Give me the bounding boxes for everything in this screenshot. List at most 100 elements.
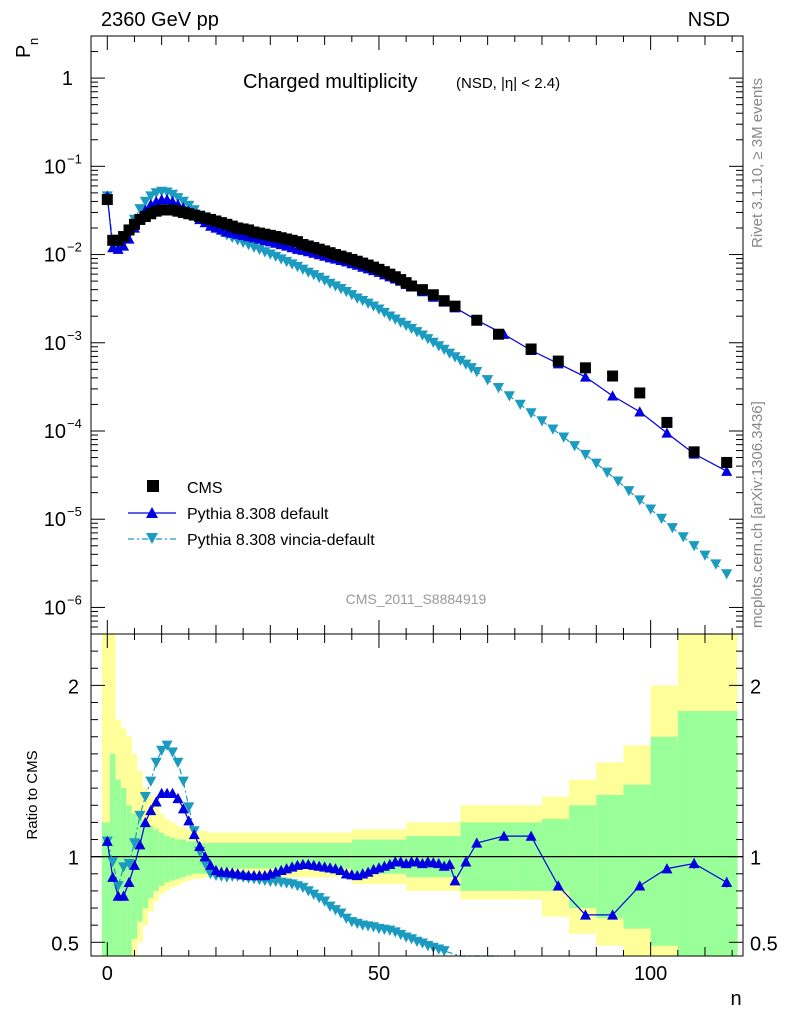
ratio-x-tick-label: 100 (634, 963, 667, 985)
chart-title: Charged multiplicity (243, 71, 418, 93)
ratio-point-pythia-default (721, 876, 733, 888)
data-point-pythia-default (607, 390, 619, 401)
data-point-cms (118, 231, 130, 243)
data-point-pythia-vincia (167, 189, 178, 200)
data-point-pythia-vincia (710, 559, 722, 570)
ratio-point-pythia-vincia (406, 934, 418, 945)
ratio-point-pythia-default (552, 880, 564, 891)
main-y-axis-label: P (13, 45, 35, 58)
ratio-band-inner (131, 813, 138, 939)
main-y-tick-exponent: −4 (67, 416, 82, 431)
data-point-pythia-vincia (389, 314, 401, 325)
data-point-pythia-vincia (308, 270, 320, 281)
rivet-version-label: Rivet 3.1.10, ≥ 3M events (749, 78, 766, 248)
data-point-pythia-vincia (688, 541, 700, 552)
ratio-point-pythia-default (449, 875, 461, 886)
legend: CMS Pythia 8.308 default Pythia 8.308 vi… (128, 480, 375, 549)
ratio-point-pythia-vincia (161, 740, 173, 751)
chart-title-suffix: (NSD, |η| < 2.4) (456, 75, 560, 92)
ratio-y-tick-label-right: 1 (750, 848, 761, 870)
ratio-point-pythia-vincia (340, 913, 352, 924)
ratio-band-inner (164, 836, 170, 883)
data-point-pythia-vincia (623, 486, 635, 497)
main-y-tick-label: 10 (44, 245, 66, 267)
mcplots-source-label: mcplots.cern.ch [arXiv:1306.3436] (749, 401, 766, 628)
legend-label-pythia-default: Pythia 8.308 default (187, 506, 329, 523)
ratio-point-pythia-default (118, 890, 130, 901)
ratio-point-pythia-default (194, 840, 206, 852)
data-point-pythia-default (112, 243, 124, 254)
data-point-pythia-vincia (357, 295, 369, 307)
ratio-point-pythia-default (183, 815, 195, 826)
data-point-cms (661, 416, 673, 428)
ratio-point-pythia-default (525, 830, 537, 841)
main-panel-data (101, 186, 733, 580)
ratio-point-pythia-vincia (308, 889, 320, 900)
ratio-point-pythia-vincia (107, 857, 119, 868)
ratio-band-inner (115, 779, 121, 956)
data-point-pythia-vincia (525, 408, 537, 419)
analysis-id-label: CMS_2011_S8884919 (346, 591, 487, 607)
ratio-point-pythia-vincia (438, 946, 450, 957)
ratio-band-inner (207, 842, 214, 873)
ratio-point-pythia-default (384, 858, 396, 870)
ratio-band-inner (677, 711, 705, 956)
data-point-pythia-vincia (395, 317, 407, 328)
data-point-pythia-vincia (547, 424, 559, 435)
ratio-point-pythia-default (139, 816, 151, 828)
header-left-label: 2360 GeV pp (101, 9, 219, 31)
main-y-tick-label: 10 (44, 156, 66, 178)
data-point-pythia-vincia (172, 193, 184, 204)
ratio-point-pythia-default (101, 835, 113, 846)
ratio-point-pythia-default (471, 837, 483, 848)
panel-frames (90, 35, 744, 957)
ratio-point-pythia-vincia (112, 881, 124, 892)
data-point-pythia-vincia (177, 196, 189, 207)
data-point-pythia-default (634, 406, 646, 417)
ratio-point-pythia-vincia (139, 792, 151, 803)
ratio-band-inner (148, 825, 154, 898)
data-point-pythia-default (579, 371, 591, 382)
data-point-pythia-vincia (340, 286, 352, 298)
data-point-pythia-vincia (433, 341, 445, 352)
data-point-pythia-vincia (373, 304, 385, 315)
data-point-pythia-vincia (503, 391, 515, 402)
data-point-pythia-vincia (400, 320, 412, 331)
ratio-band-inner (186, 841, 192, 876)
ratio-y-tick-label-left: 1 (68, 848, 79, 870)
data-point-cms (438, 295, 450, 307)
ratio-band-inner (142, 822, 149, 909)
data-point-pythia-vincia (449, 352, 461, 363)
x-axis-label: n (730, 988, 741, 1010)
main-y-tick-exponent: −5 (67, 504, 82, 519)
ratio-point-pythia-vincia (199, 858, 211, 870)
data-point-cms (688, 446, 700, 458)
ratio-band-inner (196, 842, 203, 874)
data-point-pythia-vincia (656, 513, 667, 524)
ratio-point-pythia-default (498, 830, 510, 841)
data-point-cms (493, 328, 504, 340)
data-point-pythia-vincia (721, 569, 733, 580)
ratio-point-pythia-vincia (134, 810, 146, 822)
data-point-pythia-vincia (677, 532, 689, 543)
ratio-y-tick-label-left: 0.5 (51, 933, 79, 955)
main-y-tick-label: 1 (62, 68, 73, 90)
data-point-pythia-vincia (471, 367, 483, 378)
ratio-band-outer (101, 634, 111, 956)
ratio-band-inner (704, 711, 738, 956)
ratio-point-pythia-default (661, 863, 673, 874)
data-point-pythia-vincia (634, 495, 646, 506)
ratio-point-pythia-vincia (395, 929, 407, 941)
data-point-pythia-vincia (493, 382, 504, 394)
legend-label-pythia-vincia: Pythia 8.308 vincia-default (187, 532, 375, 549)
main-y-tick-label: 10 (44, 333, 66, 355)
data-point-pythia-vincia (139, 196, 151, 207)
ratio-point-pythia-vincia (177, 776, 189, 787)
ratio-x-tick-label: 50 (368, 963, 390, 985)
ratio-point-pythia-default (205, 859, 217, 870)
ratio-band-inner (158, 832, 165, 886)
data-point-pythia-vincia (438, 344, 450, 355)
ratio-panel-frame (90, 633, 744, 957)
